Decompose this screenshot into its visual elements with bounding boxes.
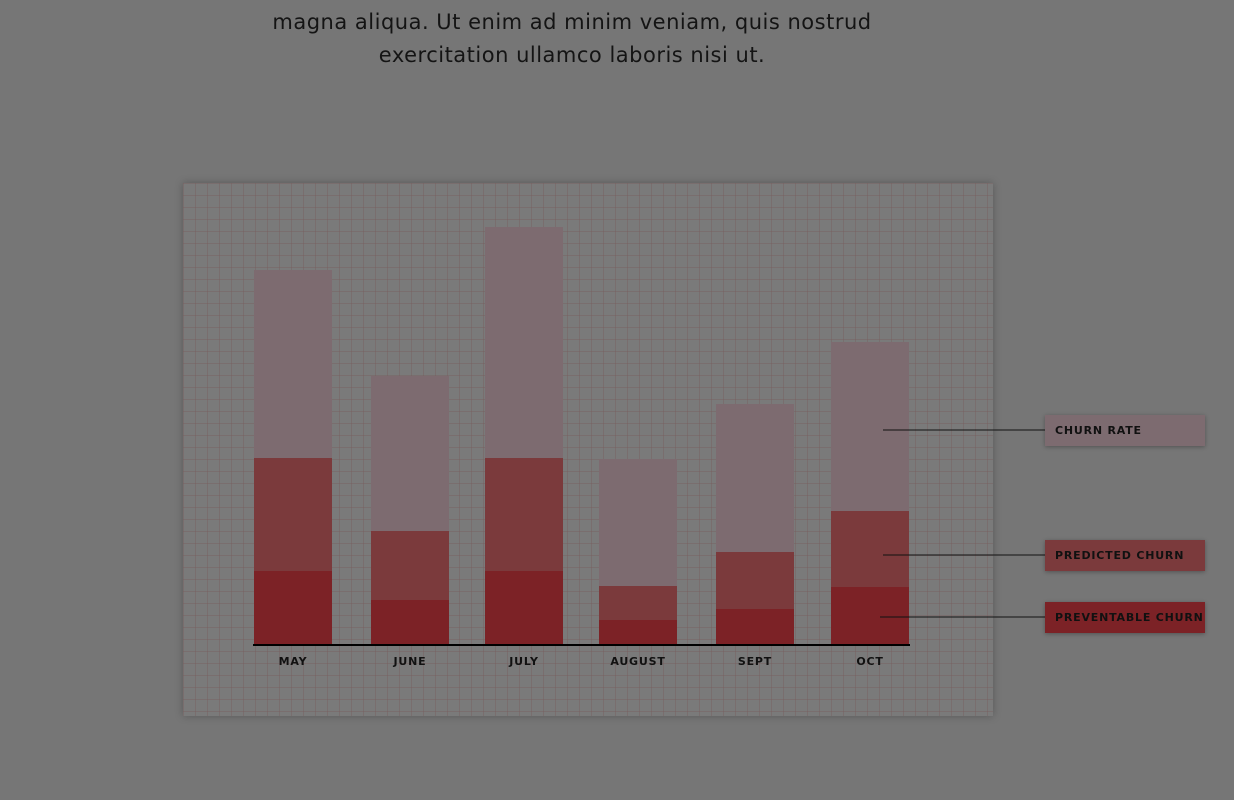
bar-segment	[831, 511, 909, 587]
legend-box	[1045, 415, 1205, 446]
x-tick-label: JULY	[508, 655, 539, 668]
x-tick-label: SEPT	[738, 655, 772, 668]
bar-segment	[831, 342, 909, 511]
intro-line: exercitation ullamco laboris nisi ut.	[378, 43, 766, 67]
legend-label: CHURN RATE	[1055, 424, 1142, 437]
bar-segment	[371, 531, 449, 600]
bar-segment	[599, 620, 677, 645]
x-tick-label: AUGUST	[610, 655, 665, 668]
legend-label: PREVENTABLE CHURN	[1055, 611, 1204, 624]
intro-line: magna aliqua. Ut enim ad minim veniam, q…	[272, 10, 872, 34]
x-tick-label: MAY	[279, 655, 308, 668]
intro-text: magna aliqua. Ut enim ad minim veniam, q…	[0, 6, 1144, 72]
bar-segment	[371, 376, 449, 531]
legend-label: PREDICTED CHURN	[1055, 549, 1184, 562]
bar-segment	[254, 270, 332, 458]
bar-segment	[716, 552, 794, 609]
x-tick-label: OCT	[856, 655, 883, 668]
bar-segment	[599, 586, 677, 620]
bar-segment	[599, 459, 677, 586]
bar-segment	[716, 609, 794, 645]
bar-segment	[254, 571, 332, 645]
legend-box	[1045, 540, 1205, 571]
bar-segment	[371, 600, 449, 645]
legend-box	[1045, 602, 1205, 633]
bar-segment	[831, 587, 909, 645]
bar-segment	[485, 458, 563, 571]
x-tick-label: JUNE	[393, 655, 427, 668]
bar-segment	[485, 571, 563, 645]
bar-segment	[716, 404, 794, 552]
bar-segment	[485, 227, 563, 458]
bar-segment	[254, 458, 332, 571]
